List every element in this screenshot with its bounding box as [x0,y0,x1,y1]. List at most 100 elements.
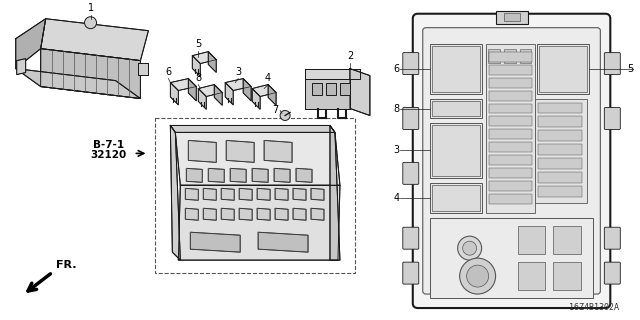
Polygon shape [170,79,196,91]
Bar [488,77,532,88]
Text: 8: 8 [195,73,202,83]
Bar [432,46,479,92]
FancyBboxPatch shape [604,108,620,130]
Polygon shape [275,188,288,200]
Bar [538,186,582,197]
FancyBboxPatch shape [413,14,611,308]
Bar [429,218,593,298]
Polygon shape [41,49,140,99]
Polygon shape [179,185,340,260]
Bar [429,183,482,213]
Bar [536,99,588,203]
FancyBboxPatch shape [604,262,620,284]
FancyBboxPatch shape [403,227,419,249]
Bar [488,181,532,191]
Polygon shape [252,168,268,182]
Bar [554,226,581,254]
Text: 2: 2 [347,51,353,60]
Bar [486,47,536,65]
Polygon shape [170,125,335,132]
Circle shape [463,241,477,255]
Polygon shape [257,188,270,200]
Bar [326,83,336,94]
Polygon shape [268,84,276,105]
Polygon shape [170,83,179,105]
Polygon shape [239,188,252,200]
Polygon shape [204,208,216,220]
Bar [486,44,536,213]
Bar [432,100,479,116]
Bar [312,83,322,94]
Bar [538,116,582,127]
Polygon shape [311,208,324,220]
Bar [538,131,582,141]
Bar [488,130,532,140]
Bar [518,262,545,290]
Bar [488,103,532,114]
Polygon shape [274,168,290,182]
Bar [488,116,532,126]
Polygon shape [226,140,254,162]
Bar [538,102,582,114]
FancyBboxPatch shape [403,52,419,75]
Bar [488,194,532,204]
Polygon shape [192,56,200,76]
Text: 4: 4 [265,73,271,83]
Bar [520,49,531,63]
Bar [504,49,516,63]
Polygon shape [239,208,252,220]
Circle shape [84,17,97,29]
Bar [518,226,545,254]
Text: 3: 3 [235,67,241,76]
Polygon shape [330,125,340,260]
Polygon shape [350,68,370,116]
Bar [156,118,355,273]
Bar [554,262,581,290]
Polygon shape [252,89,260,109]
Polygon shape [221,208,234,220]
Polygon shape [305,68,360,79]
FancyBboxPatch shape [403,262,419,284]
Polygon shape [208,52,216,72]
Polygon shape [214,84,222,105]
Bar [432,185,479,211]
Polygon shape [175,132,340,185]
Text: 1: 1 [88,3,93,13]
Text: 3: 3 [394,145,400,156]
Circle shape [460,258,495,294]
FancyBboxPatch shape [604,52,620,75]
Text: FR.: FR. [56,260,76,270]
Text: 32120: 32120 [90,150,127,160]
Bar [488,49,500,63]
Bar [488,142,532,152]
Text: 4: 4 [394,193,400,203]
Polygon shape [188,79,196,101]
Polygon shape [190,232,240,252]
Bar [488,91,532,100]
Polygon shape [243,79,251,101]
Polygon shape [17,59,26,75]
Text: 6: 6 [394,64,400,74]
Bar [488,52,532,62]
Polygon shape [275,208,288,220]
Polygon shape [258,232,308,252]
Bar [429,124,482,178]
Bar [540,46,588,92]
Polygon shape [305,79,350,108]
Bar [488,168,532,178]
Text: B-7-1: B-7-1 [93,140,124,150]
Text: 7: 7 [272,106,278,116]
Polygon shape [252,84,276,97]
Polygon shape [504,13,520,21]
Polygon shape [264,140,292,162]
Polygon shape [170,125,180,260]
FancyBboxPatch shape [403,108,419,130]
Bar [432,125,479,176]
Polygon shape [296,168,312,182]
Circle shape [467,265,488,287]
Polygon shape [198,84,222,97]
Polygon shape [495,11,527,24]
Polygon shape [186,168,202,182]
Text: 5: 5 [195,39,202,49]
Polygon shape [16,19,45,68]
